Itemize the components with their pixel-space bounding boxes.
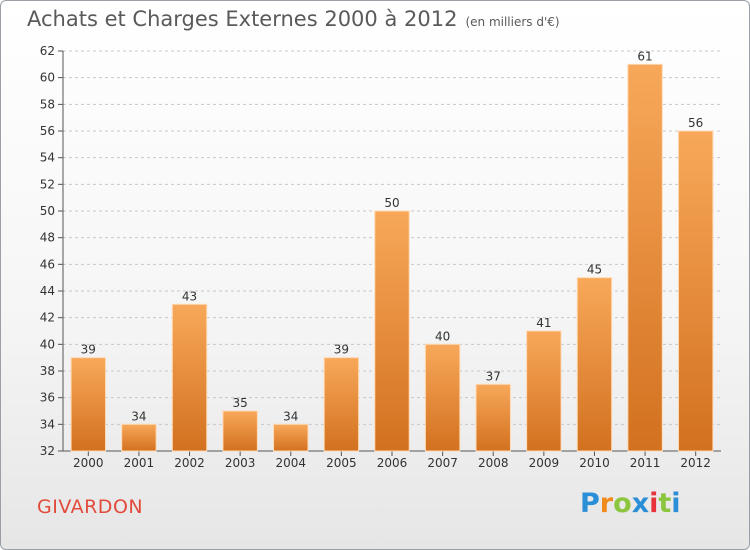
bars: 39 34 43 35 34 39 50 40 37 41 45 61 56 <box>70 49 714 452</box>
y-tick-label: 54 <box>40 151 55 165</box>
chart-title-text: Achats et Charges Externes 2000 à 2012 <box>27 7 458 31</box>
bar-value-label: 45 <box>587 263 602 277</box>
logo-letter: i <box>671 488 681 519</box>
x-tick-label: 2012 <box>680 456 711 470</box>
bar <box>526 330 562 452</box>
y-tick-label: 36 <box>40 391 55 405</box>
x-tick-label: 2001 <box>124 456 155 470</box>
y-tick-label: 38 <box>40 364 55 378</box>
bar-value-label: 39 <box>81 343 96 357</box>
y-tick-label: 52 <box>40 177 55 191</box>
x-tick-label: 2011 <box>630 456 661 470</box>
bar <box>424 343 461 452</box>
logo-letter: t <box>658 488 672 519</box>
bar <box>222 410 258 452</box>
x-tick-label: 2009 <box>529 456 560 470</box>
x-tick-label: 2008 <box>478 456 509 470</box>
proxiti-logo: Proxiti <box>580 488 681 519</box>
y-tick-label: 34 <box>40 417 55 431</box>
x-tick-label: 2005 <box>326 456 357 470</box>
chart-title: Achats et Charges Externes 2000 à 2012 (e… <box>27 7 560 31</box>
y-tick-label: 42 <box>40 311 55 325</box>
x-tick-label: 2006 <box>377 456 408 470</box>
y-tick-label: 40 <box>40 337 55 351</box>
bar <box>70 357 107 452</box>
y-tick-label: 46 <box>40 257 55 271</box>
bar <box>576 277 613 452</box>
bar-value-label: 56 <box>688 116 703 130</box>
x-tick-label: 2003 <box>225 456 256 470</box>
bar-value-label: 50 <box>384 196 399 210</box>
bar-value-label: 35 <box>233 396 248 410</box>
bar <box>273 423 309 452</box>
bar <box>374 210 410 452</box>
chart-unit: (en milliers d'€) <box>465 15 560 29</box>
y-tick-label: 62 <box>40 44 55 58</box>
x-tick-label: 2000 <box>73 456 104 470</box>
commune-name: GIVARDON <box>37 496 144 518</box>
bar <box>677 130 714 452</box>
x-tick-label: 2004 <box>275 456 306 470</box>
bar-value-label: 34 <box>131 409 146 423</box>
bar <box>171 303 208 452</box>
x-tick-label: 2007 <box>427 456 458 470</box>
bar-value-label: 34 <box>283 409 298 423</box>
bar-value-label: 61 <box>637 49 652 63</box>
y-tick-label: 60 <box>40 71 55 85</box>
bar-value-label: 41 <box>536 316 551 330</box>
x-tick-label: 2002 <box>174 456 205 470</box>
y-tick-label: 48 <box>40 231 55 245</box>
bar-value-label: 43 <box>182 289 197 303</box>
logo-letter: x <box>631 488 650 519</box>
y-tick-label: 58 <box>40 97 55 111</box>
bar-chart: 32 34 36 38 40 42 44 46 48 50 52 54 56 58 60 62 2000 2001… <box>40 44 721 470</box>
bar-value-label: 39 <box>334 343 349 357</box>
y-tick-label: 50 <box>40 204 55 218</box>
bar-value-label: 37 <box>486 369 501 383</box>
axes: 32 34 36 38 40 42 44 46 48 50 52 54 56 58 60 62 2000 2001… <box>40 44 721 470</box>
bar <box>627 63 663 452</box>
bar <box>323 357 360 452</box>
logo-letter: r <box>599 488 614 519</box>
x-tick-label: 2010 <box>579 456 610 470</box>
y-tick-label: 32 <box>40 444 55 458</box>
logo-letter: o <box>613 488 632 519</box>
bar-value-label: 40 <box>435 329 450 343</box>
bar <box>475 383 511 452</box>
y-tick-label: 44 <box>40 284 55 298</box>
bar <box>121 423 157 452</box>
logo-letter: P <box>580 488 600 519</box>
logo-letter: i <box>649 488 659 519</box>
y-tick-label: 56 <box>40 124 55 138</box>
